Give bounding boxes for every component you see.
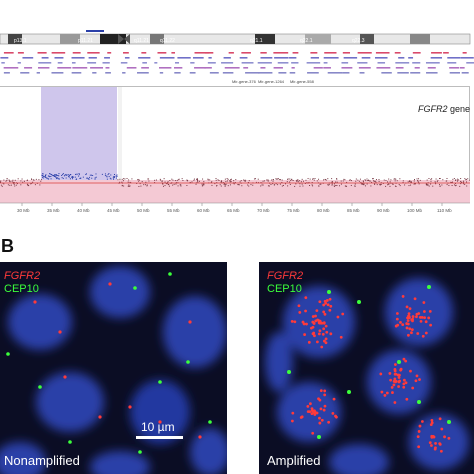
axis-tick-label: 35 Mb	[47, 208, 60, 213]
fish-right-nuclei	[265, 278, 469, 474]
track-label: Mir-gene-1264	[258, 79, 285, 84]
track-label: Mir-gene-558	[290, 79, 315, 84]
gene-label: FGFR2 gene	[417, 104, 470, 114]
ideogram-band-label: q21.1	[250, 38, 263, 44]
cnv-band	[0, 180, 470, 203]
axis-tick-label: 110 Mb	[437, 208, 452, 213]
axis-tick-label: 100 Mb	[407, 208, 423, 213]
probe-label-fgfr2: FGFR2	[267, 270, 304, 282]
axis-tick-label: 85 Mb	[347, 208, 360, 213]
ideogram-band-label: q11.22	[160, 38, 175, 44]
fish-image-amplified: FGFR2 CEP10 Amplified	[259, 262, 474, 474]
axis-tick-label: 80 Mb	[317, 208, 330, 213]
axis-tick-label: 75 Mb	[287, 208, 300, 213]
ideogram-band-label: p13.1	[14, 38, 27, 44]
ideogram-band-label: q22.1	[300, 38, 313, 44]
genomic-axis: 30 Mb 35 Mb 40 Mb 45 Mb 50 Mb 55 Mb 60 Mb 65 Mb…	[0, 202, 470, 213]
axis-tick-label: 50 Mb	[137, 208, 150, 213]
axis-tick-label: 40 Mb	[77, 208, 90, 213]
fish-image-nonamplified: FGFR2 CEP10 Nonamplified	[0, 262, 227, 474]
panel-a-genome-browser: p13.1 p11.21 q11.21 q11.22 q21.1 q22.1 q22.3 M…	[0, 0, 474, 222]
fish-left-nuclei	[0, 266, 227, 474]
ideogram-band-label: q11.21	[134, 38, 149, 44]
probe-label-cep10: CEP10	[4, 283, 39, 295]
copy-number-plot	[0, 87, 470, 203]
panel-b-letter: B	[1, 236, 14, 256]
copy-number-plot-frame	[0, 86, 470, 203]
caption-nonamplified: Nonamplified	[4, 453, 80, 468]
annotation-tracks: Mir-gene-376 Mir-gene-1264 Mir-gene-558	[0, 52, 474, 84]
ideogram-band-label: p11.21	[78, 38, 93, 44]
caption-amplified: Amplified	[267, 453, 321, 468]
scale-bar	[136, 436, 183, 439]
axis-tick-label: 90 Mb	[377, 208, 390, 213]
ideogram-band-label: q22.3	[352, 38, 365, 44]
track-label: Mir-gene-376	[232, 79, 257, 84]
probe-label-fgfr2: FGFR2	[4, 270, 41, 282]
axis-tick-label: 30 Mb	[17, 208, 30, 213]
scale-bar-label: 10 µm	[141, 420, 175, 434]
chromosome-ideogram: p13.1 p11.21 q11.21 q11.22 q21.1 q22.1 q22.3	[0, 30, 471, 45]
axis-tick-label: 65 Mb	[227, 208, 240, 213]
axis-tick-label: 55 Mb	[167, 208, 180, 213]
axis-tick-label: 45 Mb	[107, 208, 120, 213]
axis-tick-label: 60 Mb	[197, 208, 210, 213]
axis-tick-label: 70 Mb	[257, 208, 270, 213]
probe-label-cep10: CEP10	[267, 283, 302, 295]
